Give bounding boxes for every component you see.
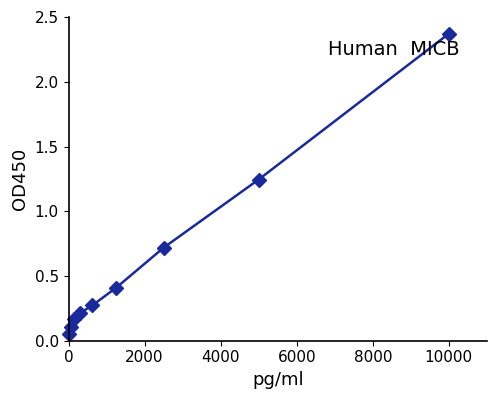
Text: Human  MICB: Human MICB bbox=[328, 40, 460, 59]
X-axis label: pg/ml: pg/ml bbox=[252, 371, 303, 389]
Y-axis label: OD450: OD450 bbox=[11, 148, 29, 210]
